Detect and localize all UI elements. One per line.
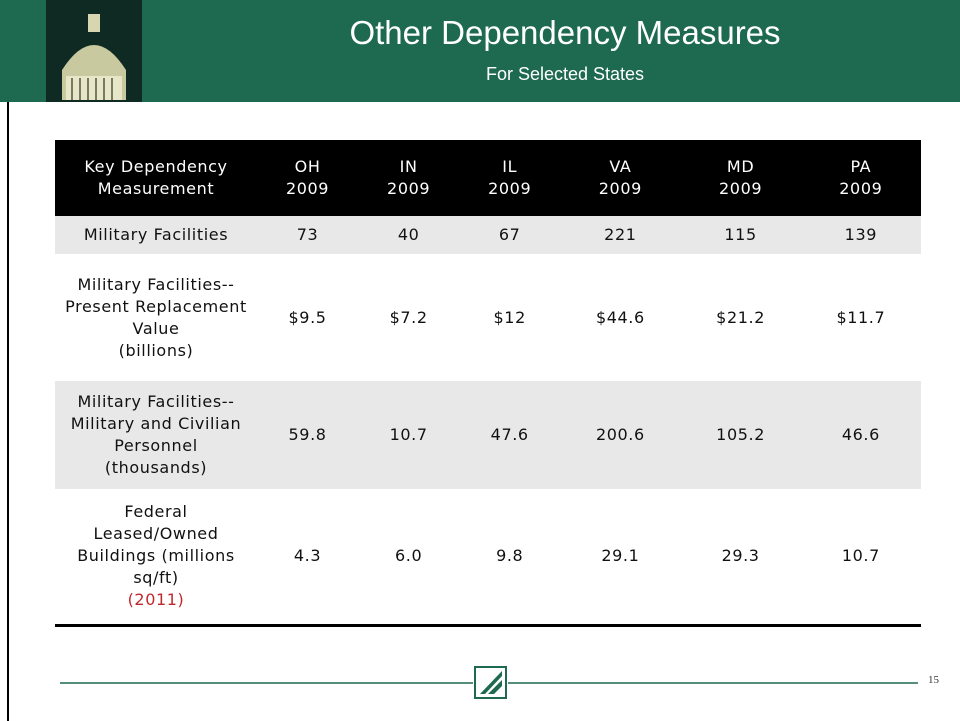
cell: 29.1 <box>601 546 640 565</box>
column-header: IL 2009 <box>459 140 561 216</box>
cell: $44.6 <box>595 307 645 327</box>
label-note: (billions) <box>118 340 194 360</box>
table-row: Federal Leased/Owned Buildings (millions… <box>55 489 921 623</box>
cell: 29.3 <box>721 546 760 565</box>
year: 2009 <box>488 179 532 198</box>
state: PA <box>850 157 872 176</box>
cell: 59.8 <box>257 381 359 489</box>
column-header: PA 2009 <box>800 140 921 216</box>
year: 2009 <box>719 179 763 198</box>
cell: 40 <box>358 216 460 254</box>
cell: 6.0 <box>394 546 423 565</box>
year: 2009 <box>598 179 642 198</box>
year: 2009 <box>387 179 431 198</box>
year: 2009 <box>285 179 330 198</box>
label-text: Military Facilities--Military and Civili… <box>70 392 242 477</box>
cell: 105.2 <box>680 381 801 489</box>
row-label: Military Facilities <box>55 216 257 254</box>
cell: 10.7 <box>841 546 880 565</box>
cell: 9.8 <box>496 546 524 565</box>
row-label: Federal Leased/Owned Buildings (millions… <box>55 489 257 623</box>
cell: 73 <box>257 216 359 254</box>
label-note: (2011) <box>127 590 185 609</box>
column-header: OH 2009 <box>257 140 359 216</box>
row-label: Military Facilities--Military and Civili… <box>55 381 257 489</box>
left-rule <box>7 102 9 721</box>
title: Other Dependency Measures <box>349 14 781 51</box>
column-header: IN 2009 <box>358 140 460 216</box>
state: OH <box>294 157 321 176</box>
cell: 10.7 <box>358 381 460 489</box>
cell: 46.6 <box>800 381 921 489</box>
cell: 139 <box>800 216 921 254</box>
table-rule <box>55 624 921 627</box>
cell: 47.6 <box>459 381 561 489</box>
cell: 67 <box>459 216 561 254</box>
logo <box>474 666 507 699</box>
cell: $11.7 <box>836 307 886 327</box>
table-row: Military Facilities--Military and Civili… <box>55 381 921 489</box>
cell: $9.5 <box>288 307 327 327</box>
cell: 4.3 <box>293 546 322 565</box>
table-row: Military Facilities 73 40 67 221 115 139 <box>55 216 921 254</box>
cell: $12 <box>493 307 526 327</box>
table-row: Military Facilities--Present Replacement… <box>55 254 921 381</box>
header-band <box>0 0 960 102</box>
state: VA <box>609 157 632 176</box>
row-label: Military Facilities--Present Replacement… <box>55 254 257 381</box>
cell: $21.2 <box>716 307 765 327</box>
cell: 200.6 <box>560 381 681 489</box>
state: IL <box>502 157 518 176</box>
capitol-icon <box>46 0 142 102</box>
column-header: MD 2009 <box>680 140 801 216</box>
page-number: 15 <box>928 674 939 686</box>
subtitle: For Selected States <box>485 64 645 84</box>
year: 2009 <box>839 179 883 198</box>
data-table: Key Dependency Measurement OH 2009 IN 2009 I… <box>55 140 921 623</box>
cell: $7.2 <box>389 307 428 327</box>
cell: 221 <box>560 216 681 254</box>
state: IN <box>399 157 418 176</box>
cell: 115 <box>680 216 801 254</box>
header-row: Key Dependency Measurement OH 2009 IN 2009 I… <box>55 140 921 216</box>
header-text: Key Dependency Measurement <box>84 157 228 198</box>
label-text: Federal Leased/Owned Buildings (millions… <box>77 502 235 587</box>
label-text: Military Facilities <box>83 225 229 244</box>
state: MD <box>726 157 755 176</box>
label-text: Military Facilities--Present Replacement… <box>65 274 247 338</box>
column-header: VA 2009 <box>560 140 681 216</box>
corner-header: Key Dependency Measurement <box>55 140 257 216</box>
